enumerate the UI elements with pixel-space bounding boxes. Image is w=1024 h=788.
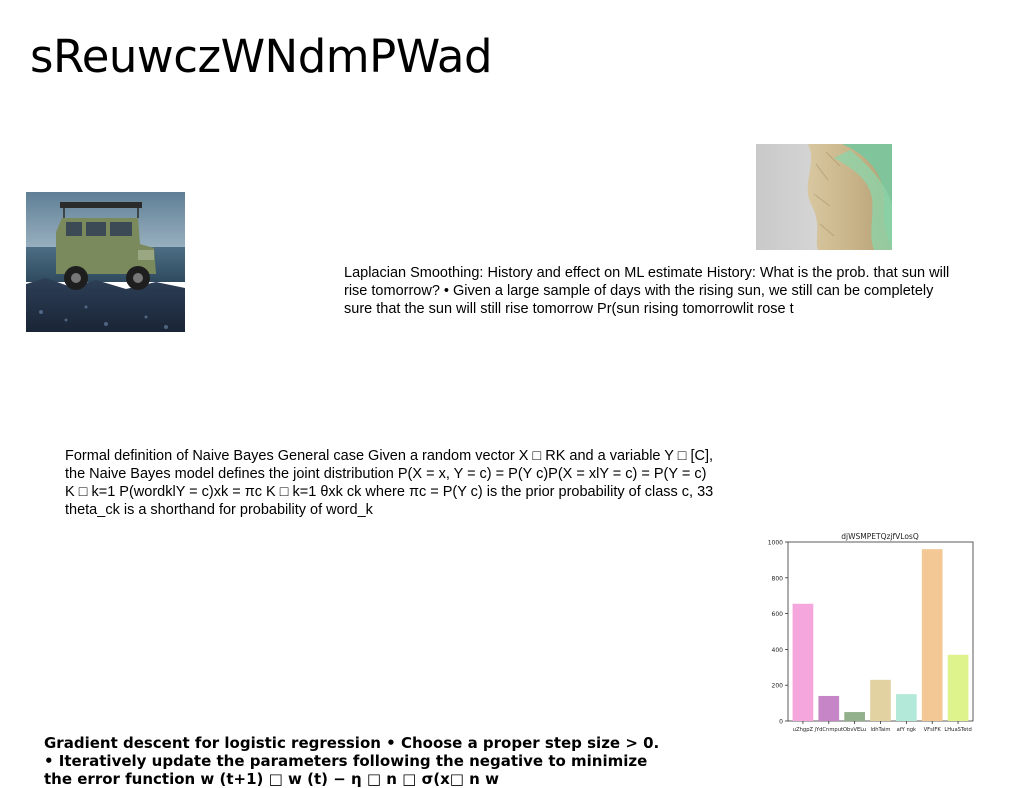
y-tick-label: 600: [772, 611, 784, 618]
x-tick-label: uZhgpZ: [793, 727, 814, 733]
y-tick-label: 800: [772, 575, 784, 582]
bar-obvvelu: [844, 712, 865, 721]
y-tick-label: 200: [772, 683, 784, 690]
x-tick-label: jYdCnmput: [814, 727, 843, 733]
chart-title: djWSMPETQzjfVLosQ: [841, 532, 919, 541]
bar-uzhgpz: [792, 603, 814, 721]
y-tick-label: 0: [779, 719, 783, 726]
bar-ldhtaim: [870, 679, 891, 721]
bar-chart: djWSMPETQzjfVLosQ 0 200 400 600 800 1000 uZhg…: [758, 528, 980, 738]
x-tick-label: ldhTaim: [870, 727, 890, 733]
gradient-descent-text: Gradient descent for logistic regression…: [44, 734, 660, 788]
fur-photo: [756, 144, 892, 250]
bar-jydcnmput: [818, 695, 840, 721]
x-tick-label: afY ngk: [897, 727, 916, 733]
bar-lhuastetd: [947, 654, 969, 721]
laplacian-smoothing-text: Laplacian Smoothing: History and effect …: [344, 265, 950, 317]
bar-vfsifk: [921, 549, 943, 721]
x-tick-label: LHuaSTetd: [944, 727, 971, 733]
x-tick-label: ObvVELu: [843, 727, 866, 733]
bar-afy-ngk: [896, 694, 917, 721]
naive-bayes-text: Formal definition of Naive Bayes General…: [65, 448, 714, 518]
x-tick-label: VFsIFK: [924, 727, 942, 733]
slide-title: sReuwczWNdmPWad: [30, 30, 493, 83]
y-tick-label: 1000: [768, 540, 783, 547]
y-tick-label: 400: [772, 647, 784, 654]
jeep-photo: [26, 192, 185, 332]
